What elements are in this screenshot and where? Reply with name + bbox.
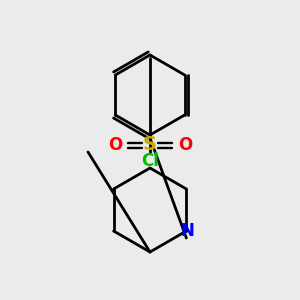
Text: Cl: Cl <box>141 152 159 170</box>
Text: S: S <box>143 136 157 154</box>
Text: O: O <box>108 136 122 154</box>
Text: N: N <box>180 222 194 240</box>
Text: O: O <box>178 136 192 154</box>
